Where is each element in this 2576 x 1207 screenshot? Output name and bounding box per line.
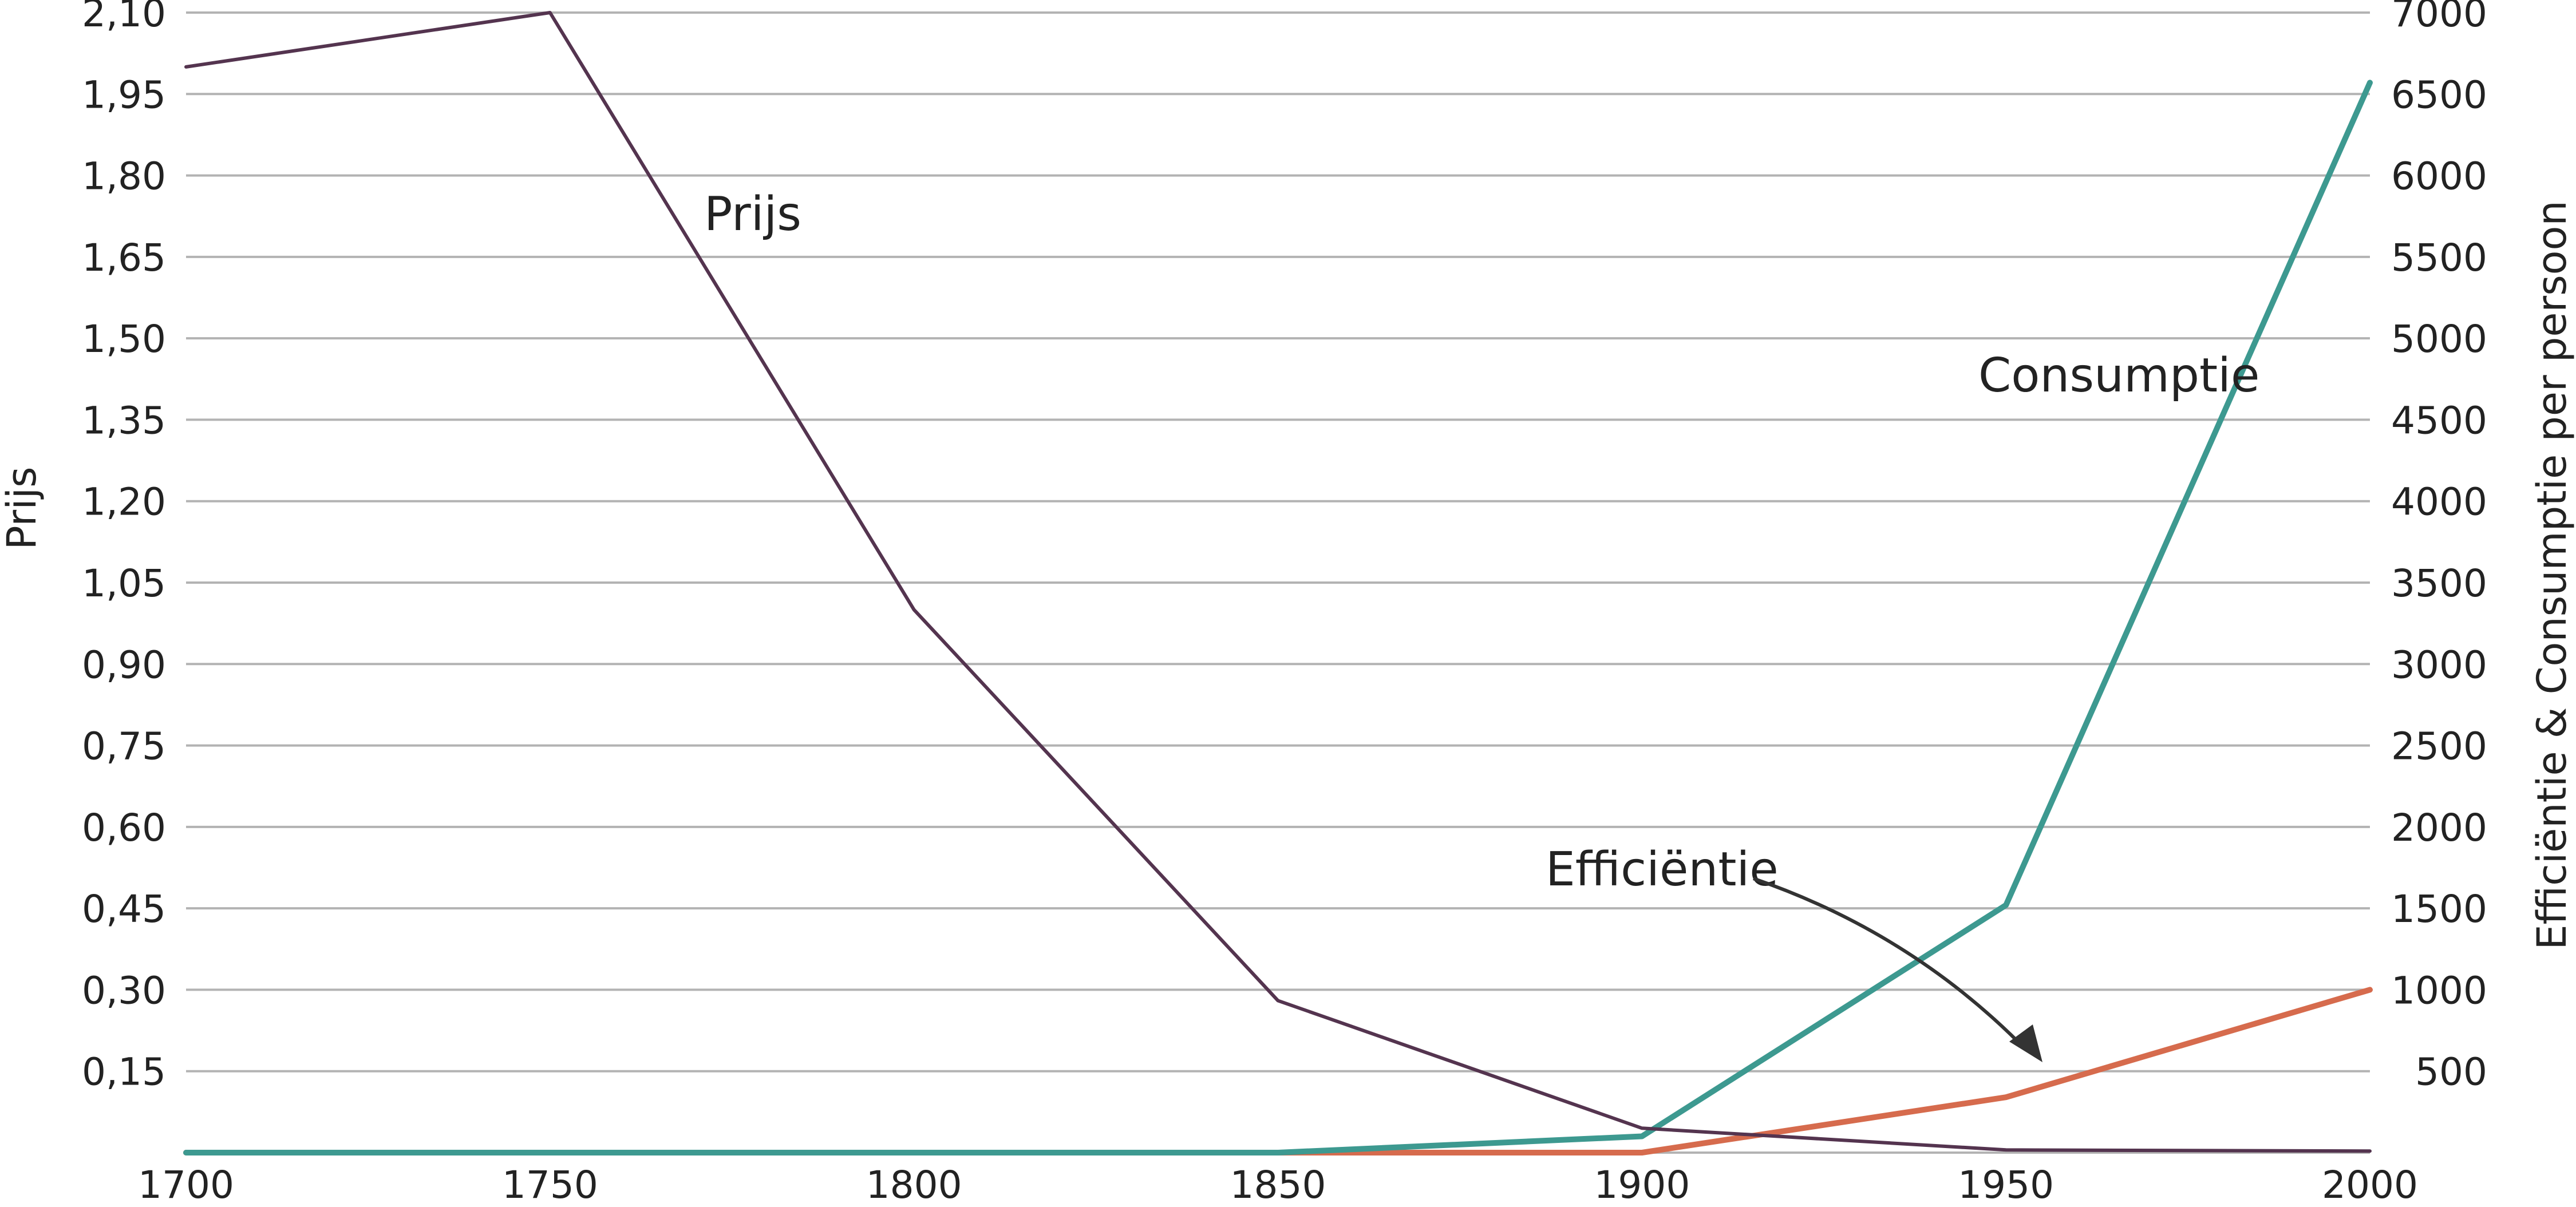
- right-tick-label: 6000: [2391, 155, 2487, 199]
- right-tick-label: 4000: [2391, 480, 2487, 524]
- left-tick-label: 0,75: [82, 725, 166, 769]
- left-tick-label: 1,20: [82, 480, 166, 524]
- series-line-prijs: [184, 11, 2372, 1153]
- right-tick-label: 5000: [2391, 317, 2487, 361]
- right-tick-label: 1500: [2391, 887, 2487, 931]
- series-line-consumptie: [183, 80, 2373, 1155]
- left-tick-label: 0,45: [82, 887, 166, 931]
- x-tick-label: 1850: [1230, 1163, 1326, 1207]
- label-prijs: Prijs: [704, 187, 801, 242]
- left-tick-label: 0,90: [82, 643, 166, 687]
- right-tick-label: 6500: [2391, 73, 2487, 117]
- right-tick-label: 7000: [2391, 0, 2487, 35]
- right-tick-label: 3000: [2391, 643, 2487, 687]
- right-tick-label: 2500: [2391, 725, 2487, 769]
- right-tick-label: 1000: [2391, 968, 2487, 1012]
- left-tick-label: 0,30: [82, 968, 166, 1012]
- left-tick-label: 1,95: [82, 73, 166, 117]
- left-tick-label: 0,60: [82, 806, 166, 850]
- right-axis-title: Efficiëntie & Consumptie per persoon: [2528, 200, 2575, 949]
- left-tick-label: 1,05: [82, 561, 166, 606]
- right-tick-label: 3500: [2391, 561, 2487, 606]
- gridlines: [186, 11, 2370, 1154]
- x-tick-label: 1950: [1958, 1163, 2054, 1207]
- left-tick-label: 1,50: [82, 317, 166, 361]
- left-tick-label: 1,80: [82, 155, 166, 199]
- efficientie-annotation-arrow: [1753, 877, 2042, 1062]
- x-tick-label: 2000: [2322, 1163, 2418, 1207]
- left-tick-label: 1,35: [82, 398, 166, 442]
- left-tick-label: 2,10: [82, 0, 166, 35]
- label-efficientie: Efficiëntie: [1546, 842, 1779, 897]
- series-lines: [183, 11, 2373, 1155]
- axis-ticks: 0,15 0,30 0,45 0,60 0,75 0,90 1,05 1,20 1,35 1,50…: [82, 0, 2487, 1207]
- x-tick-label: 1800: [866, 1163, 962, 1207]
- x-tick-label: 1750: [502, 1163, 598, 1207]
- x-tick-label: 1700: [138, 1163, 234, 1207]
- x-tick-label: 1900: [1594, 1163, 1690, 1207]
- right-tick-label: 5500: [2391, 236, 2487, 280]
- right-tick-label: 4500: [2391, 398, 2487, 442]
- left-tick-label: 1,65: [82, 236, 166, 280]
- left-axis-title: Prijs: [0, 466, 45, 549]
- left-tick-label: 0,15: [82, 1050, 166, 1094]
- label-consumptie: Consumptie: [1978, 349, 2259, 403]
- right-tick-label: 2000: [2391, 806, 2487, 850]
- right-tick-label: 500: [2415, 1050, 2487, 1094]
